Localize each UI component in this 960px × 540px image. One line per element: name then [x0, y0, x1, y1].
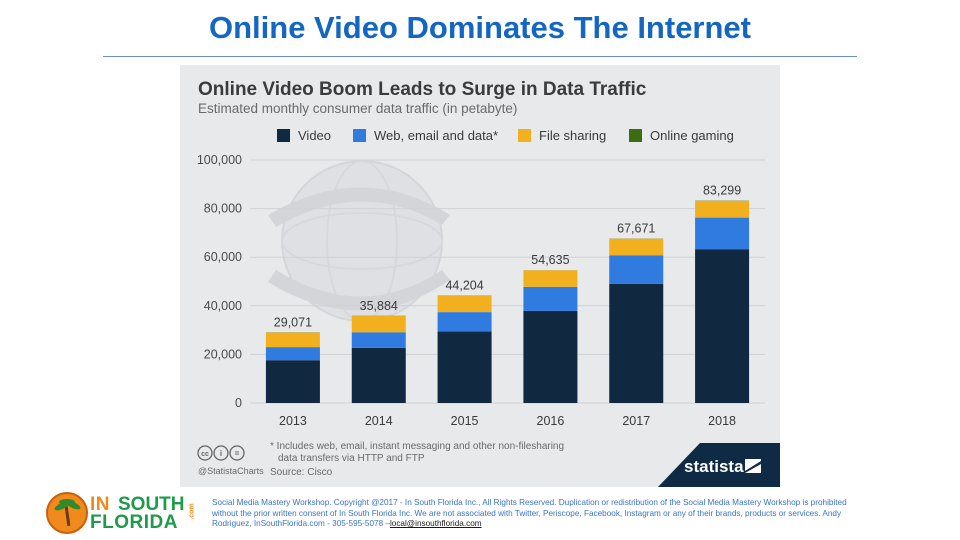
bar-segment — [351, 332, 406, 348]
attribution-icon-label: i — [220, 449, 222, 458]
x-tick-label: 2013 — [279, 414, 307, 428]
statista-logo: statista — [658, 443, 780, 487]
chart-title: Online Video Boom Leads to Surge in Data… — [198, 79, 647, 100]
y-tick-label: 20,000 — [204, 347, 242, 361]
no-derivatives-icon-label: = — [235, 449, 240, 458]
legend-label: Web, email and data* — [374, 128, 498, 143]
y-axis: 0 20,000 40,000 60,000 80,000 100,000 — [197, 153, 242, 410]
creative-commons-icon: cc — [197, 445, 213, 461]
chart-source: Source: Cisco — [270, 467, 333, 478]
bar-segment — [523, 270, 578, 287]
total-label: 29,071 — [274, 315, 312, 329]
chart-bars — [265, 200, 750, 403]
total-label: 67,671 — [617, 222, 655, 236]
globe-decoration-icon — [268, 160, 450, 322]
logo-in-text: IN — [90, 494, 110, 515]
slide-title: Online Video Dominates The Internet — [208, 10, 751, 45]
chart-subtitle: Estimated monthly consumer data traffic … — [198, 101, 517, 116]
chart-legend: Video Web, email and data* File sharing Onl… — [277, 128, 734, 143]
legend-label: Online gaming — [650, 128, 734, 143]
attribution-icon: i — [213, 445, 229, 461]
bar-segment — [265, 347, 320, 361]
bar-segment — [437, 312, 492, 332]
statista-wordmark: statista — [684, 457, 744, 476]
y-tick-label: 80,000 — [204, 202, 242, 216]
logo-dotcom-text: .com — [188, 503, 196, 520]
bar-segment — [695, 200, 750, 218]
bar-segment — [609, 283, 664, 403]
chart-svg: Online Video Boom Leads to Surge in Data… — [197, 79, 780, 487]
logo-south-text: SOUTH — [118, 494, 185, 515]
statista-credit: @StatistaCharts — [198, 466, 264, 476]
title-divider — [103, 56, 857, 57]
palm-tree-icon — [46, 492, 88, 534]
total-label: 83,299 — [703, 184, 741, 198]
legend-swatch — [629, 129, 642, 142]
in-south-florida-logo: IN SOUTH FLORIDA .com — [46, 490, 196, 536]
y-tick-label: 60,000 — [204, 250, 242, 264]
bar-segment — [695, 217, 750, 250]
bar-segment — [437, 295, 492, 313]
contact-email-link[interactable]: local@insouthflorida.com — [389, 519, 482, 528]
bar-segment — [265, 332, 320, 348]
x-axis: 2013 2014 2015 2016 2017 2018 — [279, 414, 736, 428]
y-tick-label: 0 — [235, 396, 242, 410]
cc-icon-label: cc — [201, 451, 209, 458]
disclaimer-text: Social Media Mastery Workshop. Copyright… — [212, 498, 847, 528]
footnote-line-2: data transfers via HTTP and FTP — [278, 453, 425, 464]
bar-segment — [695, 249, 750, 403]
logo-florida-text: FLORIDA — [90, 512, 178, 533]
bar-segment — [351, 347, 406, 403]
legend-label: File sharing — [539, 128, 606, 143]
legend-swatch — [353, 129, 366, 142]
total-labels: 29,071 35,884 44,204 54,635 67,671 83,299 — [274, 184, 741, 330]
bar-segment — [265, 360, 320, 403]
chart-panel: Online Video Boom Leads to Surge in Data… — [180, 65, 780, 487]
x-tick-label: 2015 — [451, 414, 479, 428]
bar-segment — [609, 255, 664, 284]
x-tick-label: 2018 — [708, 414, 736, 428]
footnote-line-1: * Includes web, email, instant messaging… — [270, 441, 564, 452]
bar-segment — [523, 310, 578, 403]
y-tick-label: 100,000 — [197, 153, 242, 167]
x-tick-label: 2014 — [365, 414, 393, 428]
bar-segment — [351, 316, 406, 333]
legend-swatch — [277, 129, 290, 142]
total-label: 44,204 — [445, 279, 483, 293]
legend-label: Video — [298, 128, 331, 143]
copyright-disclaimer: Social Media Mastery Workshop. Copyright… — [212, 498, 862, 530]
chart-gridlines — [250, 159, 765, 404]
y-tick-label: 40,000 — [204, 299, 242, 313]
no-derivatives-icon: = — [229, 445, 245, 461]
total-label: 54,635 — [531, 253, 569, 267]
x-tick-label: 2017 — [622, 414, 650, 428]
bar-segment — [523, 286, 578, 311]
legend-swatch — [518, 129, 531, 142]
total-label: 35,884 — [360, 299, 398, 313]
bar-segment — [437, 331, 492, 403]
bar-segment — [609, 238, 664, 256]
statista-mark-icon — [745, 459, 761, 473]
x-tick-label: 2016 — [537, 414, 565, 428]
